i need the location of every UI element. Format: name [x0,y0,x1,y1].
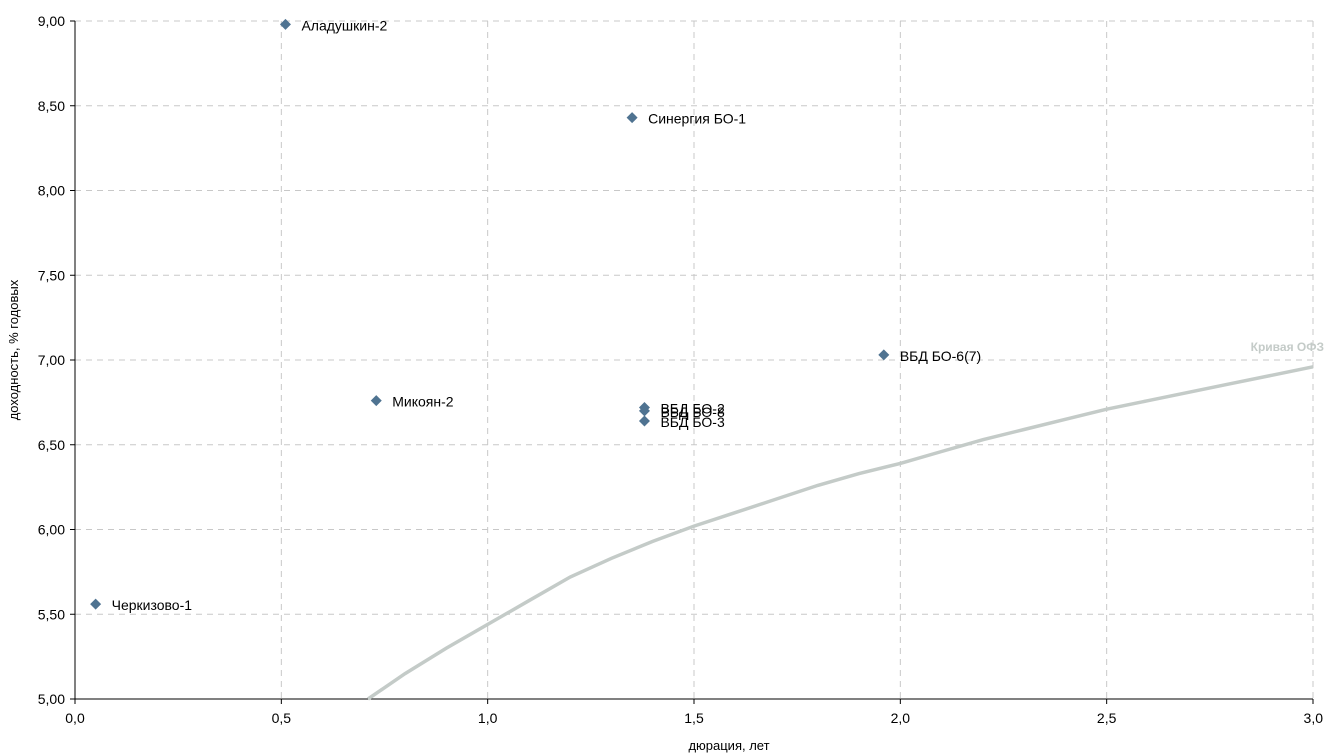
y-tick-label: 8,50 [38,98,65,114]
ofz-curve-label: Кривая ОФЗ [1251,340,1324,354]
grid-lines [75,20,1314,699]
data-point-marker [370,395,382,407]
ofz-curve-line [367,365,1314,701]
data-point-label: Синергия БО-1 [648,111,746,127]
y-axis-title: доходность, % годовых [6,279,21,420]
x-tick-label: 1,5 [684,710,704,726]
y-tick-label: 5,50 [38,606,65,622]
x-tick-label: 3,0 [1304,710,1324,726]
bond-points: Аладушкин-2 Синергия БО-1 ВБД БО-6(7) Микоя… [90,17,981,613]
y-tick-label: 7,50 [38,267,65,283]
data-point-label: ВБД БО-8 [660,404,724,420]
data-point-marker [638,405,650,417]
y-tick-label: 8,00 [38,183,65,199]
y-tick-label: 6,00 [38,522,65,538]
data-point-label: Аладушкин-2 [301,17,387,33]
x-axis-title: дюрация, лет [688,738,769,753]
y-tick-label: 9,00 [38,13,65,29]
x-tick-label: 2,0 [891,710,911,726]
x-tick-label: 2,5 [1097,710,1117,726]
data-point-label: Микоян-2 [392,394,454,410]
data-point-label: ВБД БО-6(7) [900,348,981,364]
y-tick-label: 7,00 [38,352,65,368]
x-tick-labels: 0,0 0,5 1,0 1,5 2,0 2,5 3,0 [65,710,1323,726]
data-point-marker [90,598,102,610]
data-point-label: ВБД БО-3 [660,414,724,430]
y-tick-label: 5,00 [38,691,65,707]
x-tick-label: 0,0 [65,710,85,726]
y-tick-labels: 5,00 5,50 6,00 6,50 7,00 7,50 8,00 8,50 9,00 [38,13,65,707]
data-point-marker [878,349,890,361]
data-point-label: ВБД БО-2 [660,400,724,416]
x-tick-label: 0,5 [272,710,292,726]
axes [70,20,1314,704]
data-point-marker [638,415,650,427]
data-point-marker [626,112,638,124]
x-tick-label: 1,0 [478,710,498,726]
data-point-marker [279,18,291,30]
data-point-label: Черкизово-1 [112,597,193,613]
y-tick-label: 6,50 [38,437,65,453]
